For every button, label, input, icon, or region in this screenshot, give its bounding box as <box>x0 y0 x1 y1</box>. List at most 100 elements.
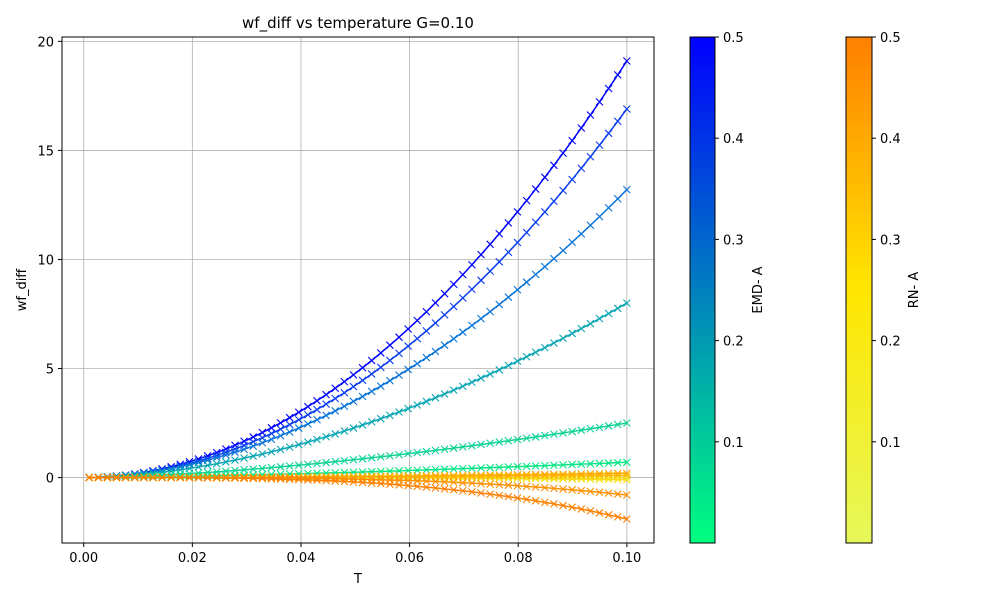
series-marker <box>331 394 340 403</box>
series-marker <box>431 446 440 455</box>
colorbar-emd-label: EMD- A <box>751 266 766 313</box>
data-series <box>85 57 631 523</box>
series-marker <box>522 434 531 443</box>
series-marker <box>559 461 567 469</box>
series-marker <box>176 473 185 482</box>
series-marker <box>513 238 522 247</box>
series-marker <box>622 299 631 307</box>
series-marker <box>285 428 294 436</box>
series-marker <box>376 479 385 488</box>
series-marker <box>367 475 376 484</box>
series-marker <box>349 397 358 406</box>
series-marker <box>303 460 312 469</box>
series-marker <box>149 473 157 482</box>
series-marker <box>249 465 258 473</box>
series-marker <box>139 473 148 482</box>
series-marker <box>404 481 413 490</box>
colorbar-emd-gradient <box>689 36 716 544</box>
series-marker <box>522 352 531 361</box>
series-marker <box>386 376 394 385</box>
series-marker <box>349 424 358 432</box>
series-marker <box>468 378 476 387</box>
series-marker <box>586 111 595 119</box>
series-marker <box>504 293 513 302</box>
series-marker <box>358 376 367 385</box>
series-marker <box>194 463 203 471</box>
series-marker <box>167 467 176 475</box>
series-marker <box>303 438 312 446</box>
series-marker <box>94 473 103 482</box>
series-marker <box>395 333 403 342</box>
series-marker <box>331 430 340 438</box>
series-marker <box>258 474 267 483</box>
series-marker <box>212 474 221 482</box>
series-marker <box>522 495 531 504</box>
series-marker <box>185 473 194 482</box>
series-marker <box>513 207 522 216</box>
series-marker <box>513 357 522 366</box>
series-marker <box>550 339 558 347</box>
series-marker <box>276 462 285 471</box>
series-marker <box>477 479 485 488</box>
series-marker <box>440 445 449 454</box>
series-line <box>89 60 628 479</box>
series-marker <box>413 466 422 475</box>
series-marker <box>595 141 604 150</box>
series-marker <box>531 472 540 480</box>
series-marker <box>303 472 312 481</box>
series-marker <box>622 469 631 478</box>
series-marker <box>121 473 130 482</box>
series-marker <box>568 427 577 436</box>
series-marker <box>294 424 303 432</box>
series-marker <box>595 459 604 468</box>
series-marker <box>358 363 367 372</box>
series-marker <box>449 465 458 473</box>
series-marker <box>303 476 312 484</box>
series-marker <box>513 494 522 502</box>
series-marker <box>294 475 303 484</box>
series-marker <box>458 294 467 302</box>
series-marker <box>586 152 595 161</box>
series-marker <box>513 462 522 471</box>
series-marker <box>313 396 321 405</box>
series-rn-0.5 <box>85 473 631 523</box>
series-marker <box>495 491 504 500</box>
series-marker <box>340 477 349 486</box>
series-marker <box>495 438 504 446</box>
series-marker <box>595 97 604 106</box>
series-marker <box>386 341 394 350</box>
series-marker <box>604 469 613 478</box>
series-marker <box>313 405 321 414</box>
series-marker <box>340 402 349 411</box>
series-marker <box>522 472 531 480</box>
colorbar-rn-gradient <box>845 36 873 544</box>
series-marker <box>294 474 303 483</box>
series-marker <box>431 347 440 356</box>
series-marker <box>522 462 531 471</box>
series-marker <box>413 359 422 368</box>
series-marker <box>604 309 613 318</box>
series-marker <box>604 203 613 212</box>
series-marker <box>577 324 586 333</box>
series-marker <box>595 469 604 478</box>
series-marker <box>477 250 485 259</box>
series-marker <box>422 483 431 492</box>
colorbar-rn: 0.1 0.2 0.3 0.4 0.5 RN- A <box>845 31 922 544</box>
series-marker <box>349 370 358 379</box>
series-marker <box>267 429 276 438</box>
series-marker <box>504 436 513 445</box>
series-marker <box>404 342 413 350</box>
series-marker <box>294 408 303 417</box>
series-marker <box>586 319 595 328</box>
series-marker <box>194 473 203 482</box>
series-marker <box>468 479 476 488</box>
series-marker <box>285 462 294 470</box>
y-axis-label: wf_diff <box>15 268 30 312</box>
series-marker <box>477 472 485 481</box>
series-marker <box>221 474 230 482</box>
series-marker <box>559 485 567 493</box>
series-marker <box>449 386 458 395</box>
series-marker <box>513 435 522 444</box>
series-marker <box>486 490 495 499</box>
